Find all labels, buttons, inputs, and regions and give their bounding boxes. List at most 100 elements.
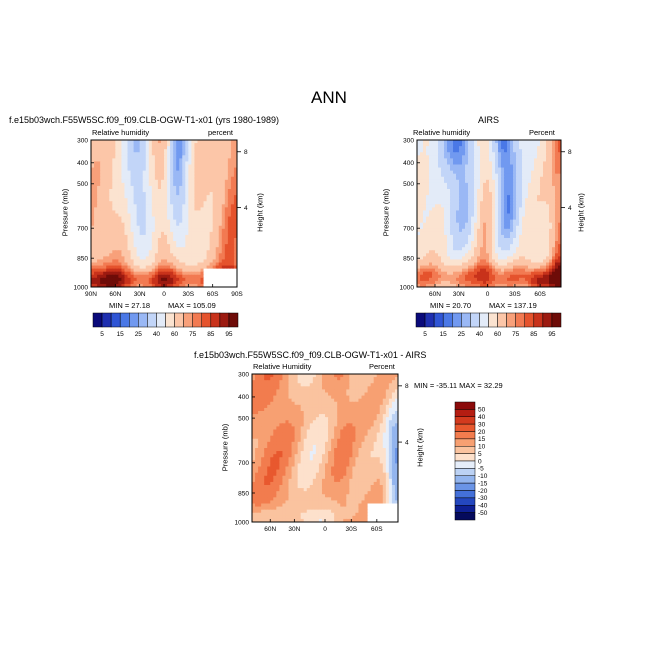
diff-contour-cell	[264, 389, 268, 394]
model-contour-cell	[179, 167, 183, 172]
obs-contour-cell	[489, 170, 493, 175]
model-contour-cell	[230, 283, 235, 287]
model-contour-cell	[145, 247, 150, 251]
model-contour-cell	[167, 253, 171, 257]
obs-contour-cell	[438, 140, 442, 144]
model-contour-cell	[230, 176, 235, 181]
obs-contour-cell	[552, 268, 556, 273]
obs-contour-cell	[438, 250, 442, 254]
model-contour-cell	[151, 198, 156, 202]
obs-contour-cell	[510, 277, 514, 282]
model-contour-cell	[230, 274, 235, 279]
obs-contour-cell	[435, 143, 439, 147]
model-contour-cell	[97, 241, 101, 245]
obs-contour-cell	[555, 155, 559, 159]
model-contour-cell	[206, 265, 211, 270]
obs-contour-cell	[435, 173, 439, 178]
diff-contour-cell	[318, 389, 323, 394]
obs-contour-cell	[429, 238, 433, 242]
model-contour-cell	[100, 170, 104, 175]
model-contour-cell	[103, 234, 107, 239]
model-contour-cell	[200, 207, 205, 212]
diff-contour-cell	[325, 392, 329, 397]
diff-contour-cell	[325, 389, 329, 394]
model-contour-cell	[218, 241, 223, 245]
obs-contour-cell	[462, 170, 466, 175]
model-contour-cell	[191, 225, 196, 230]
obs-contour-cell	[462, 241, 466, 245]
obs-contour-cell	[465, 152, 469, 156]
obs-contour-cell	[486, 182, 490, 187]
model-contour-cell	[221, 250, 226, 254]
obs-contour-cell	[522, 149, 526, 153]
model-contour-cell	[139, 189, 144, 193]
obs-contour-cell	[441, 164, 445, 169]
model-contour-cell	[224, 140, 229, 144]
model-contour-cell	[230, 161, 235, 166]
model-contour-cell	[121, 192, 126, 196]
model-contour-cell	[100, 244, 104, 248]
obs-contour-cell	[435, 204, 439, 208]
obs-contour-cell	[432, 241, 436, 245]
obs-contour-cell	[492, 222, 496, 227]
model-contour-cell	[133, 247, 138, 251]
obs-contour-cell	[465, 167, 469, 172]
obs-contour-cell	[498, 152, 502, 156]
obs-contour-cell	[477, 216, 481, 221]
obs-contour-cell	[447, 268, 451, 273]
obs-contour-cell	[507, 189, 511, 193]
obs-contour-cell	[531, 170, 535, 175]
model-contour-cell	[127, 274, 132, 279]
obs-contour-cell	[531, 164, 535, 169]
diff-contour-cell	[288, 386, 293, 391]
obs-contour-cell	[504, 238, 508, 242]
model-contour-cell	[100, 280, 104, 285]
model-contour-cell	[157, 222, 162, 227]
model-contour-cell	[191, 222, 196, 227]
model-contour-cell	[94, 247, 98, 251]
obs-contour-cell	[549, 164, 553, 169]
obs-contour-cell	[444, 265, 448, 270]
obs-contour-cell	[465, 283, 469, 287]
obs-contour-cell	[531, 213, 535, 218]
obs-contour-cell	[522, 247, 526, 251]
obs-contour-cell	[525, 152, 529, 156]
obs-contour-cell	[447, 201, 451, 205]
model-contour-cell	[118, 265, 123, 270]
obs-contour-cell	[549, 241, 553, 245]
model-contour-cell	[124, 195, 129, 199]
model-contour-cell	[130, 216, 135, 221]
model-contour-cell	[188, 201, 192, 205]
obs-contour-cell	[429, 170, 433, 175]
model-contour-cell	[227, 265, 232, 270]
obs-contour-cell	[438, 283, 442, 287]
model-contour-cell	[209, 262, 214, 267]
model-contour-cell	[173, 225, 177, 230]
diff-contour-cell	[334, 392, 338, 397]
model-contour-cell	[103, 149, 107, 153]
model-contour-cell	[139, 155, 144, 159]
model-contour-cell	[145, 207, 150, 212]
obs-contour-cell	[426, 253, 430, 257]
model-contour-cell	[130, 259, 135, 264]
model-contour-cell	[148, 189, 153, 193]
obs-contour-cell	[429, 225, 433, 230]
obs-contour-cell	[474, 259, 478, 264]
obs-contour-cell	[480, 146, 484, 150]
model-contour-cell	[160, 219, 165, 224]
model-contour-cell	[148, 250, 153, 254]
model-contour-cell	[167, 161, 171, 166]
model-contour-cell	[218, 271, 223, 276]
model-contour-cell	[130, 210, 135, 215]
model-contour-cell	[173, 228, 177, 233]
model-contour-cell	[209, 161, 214, 166]
model-contour-cell	[97, 231, 101, 236]
model-contour-cell	[197, 149, 202, 153]
model-contour-cell	[151, 250, 156, 254]
model-contour-cell	[106, 189, 110, 193]
obs-contour-cell	[537, 268, 541, 273]
model-contour-cell	[173, 149, 177, 153]
model-contour-cell	[227, 238, 232, 242]
obs-contour-cell	[522, 277, 526, 282]
obs-contour-cell	[498, 280, 502, 285]
